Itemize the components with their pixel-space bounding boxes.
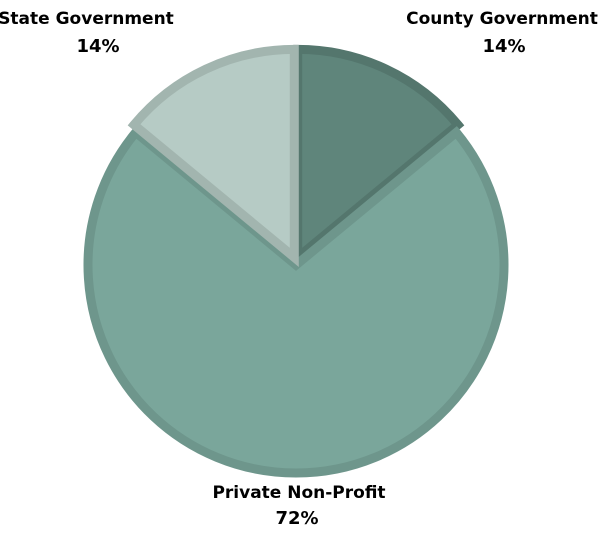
slice-value-county-government: 14% <box>482 36 525 57</box>
slice-label-state-government: State Government <box>0 9 174 29</box>
slice-label-county-government: County Government <box>406 9 598 29</box>
slice-value-private-non-profit: 72% <box>275 508 318 529</box>
slices-layer <box>83 44 509 478</box>
pie-slice-state-government <box>127 44 299 267</box>
slice-value-state-government: 14% <box>76 36 119 57</box>
slice-label-private-non-profit: Private Non-Profit <box>212 483 385 503</box>
pie-slice-private-non-profit <box>83 126 509 478</box>
pie-slice-county-government <box>293 44 465 267</box>
